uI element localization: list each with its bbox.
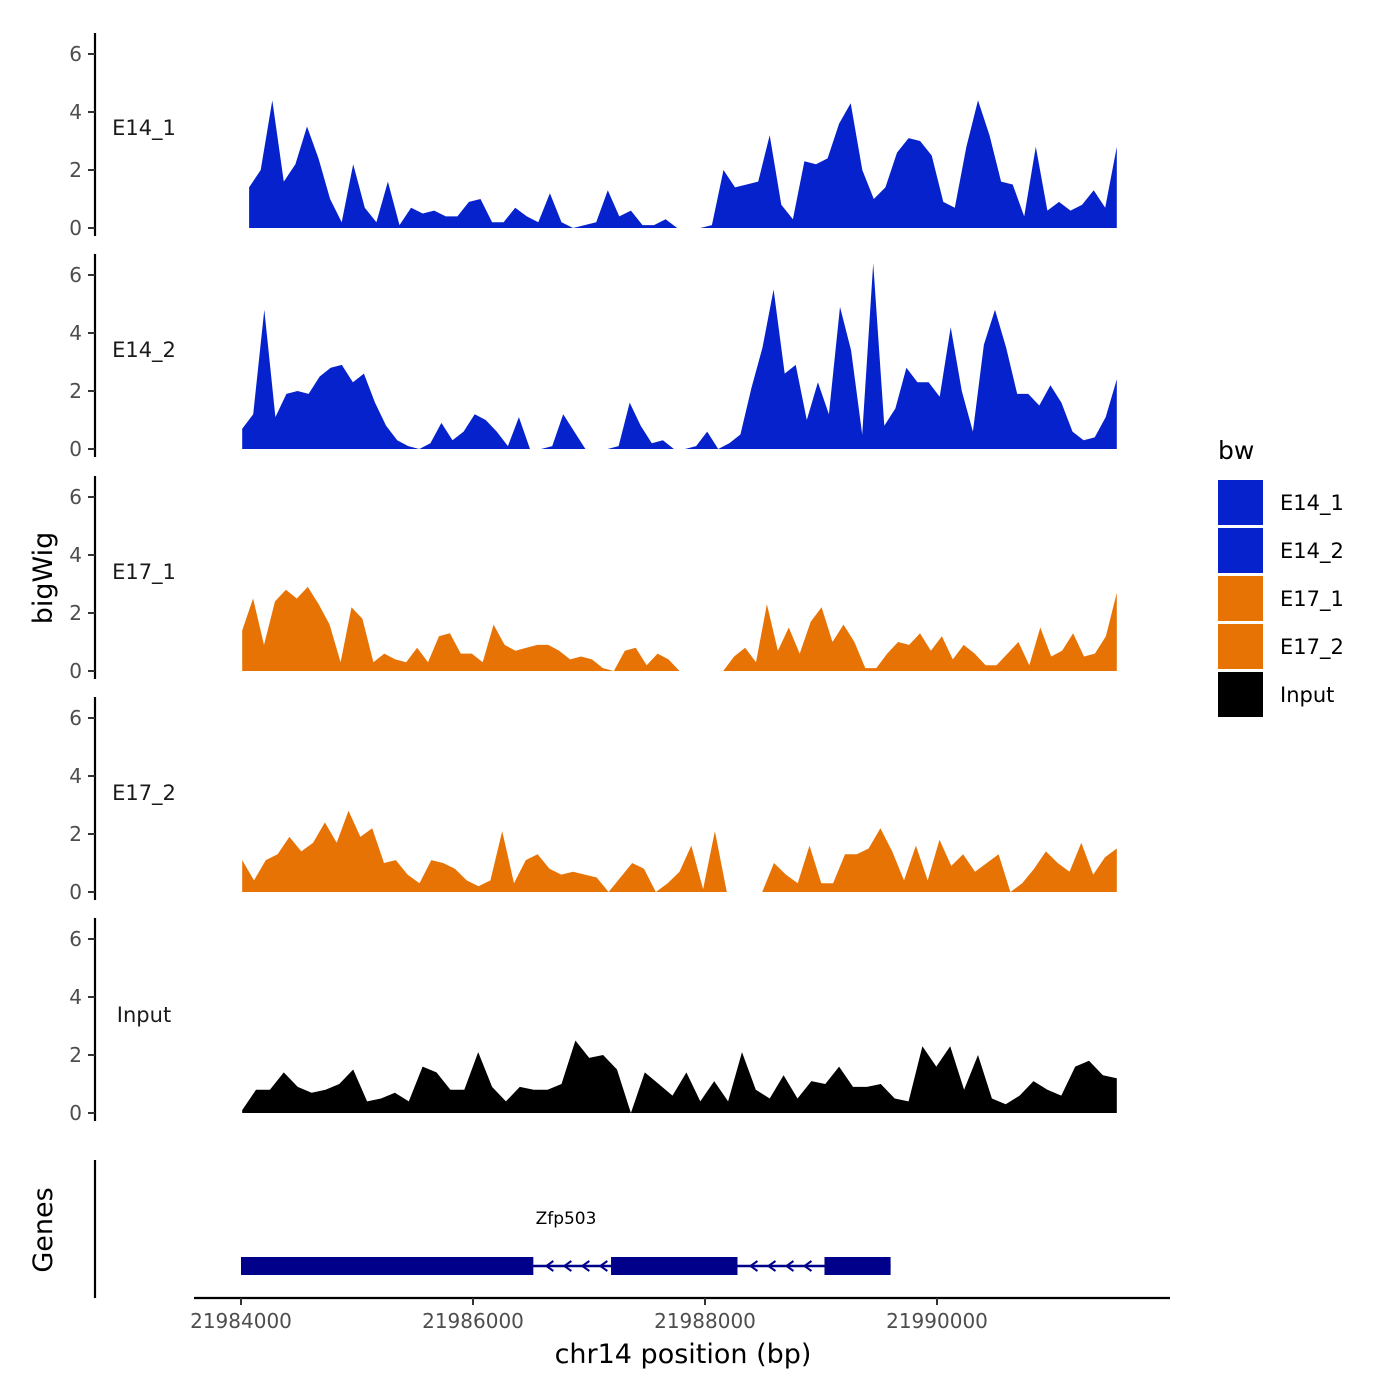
x-axis: 21984000 21986000 21988000 21990000 xyxy=(190,1296,1170,1333)
legend: bw E14_1 E14_2 E17_1 E17_2 Input xyxy=(1218,436,1344,717)
x-tick-label: 21986000 xyxy=(422,1309,524,1333)
y-tick-label: 6 xyxy=(69,485,82,509)
strand-chevron xyxy=(784,1260,795,1272)
legend-label: E14_1 xyxy=(1280,491,1344,516)
legend-swatch xyxy=(1218,576,1263,621)
y-tick-label: 4 xyxy=(69,543,82,567)
legend-label: Input xyxy=(1280,683,1334,707)
strand-chevron xyxy=(580,1260,590,1272)
gene-name-label: Zfp503 xyxy=(536,1209,597,1229)
track-label: E17_1 xyxy=(112,560,176,585)
strand-chevron xyxy=(598,1260,608,1272)
strand-chevron xyxy=(544,1260,554,1272)
x-tick-label: 21990000 xyxy=(886,1309,988,1333)
track-E14_2: 0 2 4 6 E14_2 xyxy=(69,254,1117,461)
track-label: E14_1 xyxy=(112,116,176,141)
track-label: Input xyxy=(117,1003,171,1027)
strand-chevron xyxy=(766,1260,777,1272)
y-tick-label: 2 xyxy=(69,601,82,625)
coverage-area-E17_1 xyxy=(242,586,1117,671)
y-tick-label: 4 xyxy=(69,764,82,788)
coverage-tracks: 0 2 4 6 E14_1 0 2 4 6 E14_2 0 2 4 6 E17_1 0 2 4 6 E17_2 0 2 4 6… xyxy=(69,33,1117,1125)
y-tick-label: 2 xyxy=(69,1043,82,1067)
y-axis-title: bigWig xyxy=(28,532,59,625)
legend-swatch xyxy=(1218,624,1263,669)
y-tick-label: 0 xyxy=(69,216,82,240)
strand-chevron xyxy=(802,1260,813,1272)
y-tick-label: 0 xyxy=(69,880,82,904)
track-Input: 0 2 4 6 Input xyxy=(69,918,1117,1125)
gene-exon xyxy=(241,1257,534,1275)
coverage-area-E14_2 xyxy=(242,263,1117,449)
legend-swatch xyxy=(1218,480,1263,525)
y-tick-label: 2 xyxy=(69,379,82,403)
coverage-area-E17_2 xyxy=(242,810,1117,892)
y-tick-label: 4 xyxy=(69,321,82,345)
track-E17_1: 0 2 4 6 E17_1 xyxy=(69,476,1117,683)
strand-chevron xyxy=(748,1260,759,1272)
coverage-area-E14_1 xyxy=(249,100,1117,228)
gene-track: Zfp503 xyxy=(93,1160,891,1298)
y-tick-label: 6 xyxy=(69,927,82,951)
y-tick-label: 6 xyxy=(69,42,82,66)
y-tick-label: 6 xyxy=(69,706,82,730)
y-tick-label: 2 xyxy=(69,822,82,846)
legend-title: bw xyxy=(1218,436,1254,465)
y-tick-label: 6 xyxy=(69,263,82,287)
gene-exon xyxy=(824,1257,891,1275)
x-tick-label: 21984000 xyxy=(190,1309,292,1333)
y-tick-label: 2 xyxy=(69,158,82,182)
x-tick-label: 21988000 xyxy=(654,1309,756,1333)
y-tick-label: 0 xyxy=(69,1101,82,1125)
y-tick-label: 0 xyxy=(69,437,82,461)
track-label: E17_2 xyxy=(112,781,176,806)
coverage-area-Input xyxy=(242,1040,1117,1113)
legend-swatch xyxy=(1218,528,1263,573)
track-label: E14_2 xyxy=(112,338,176,363)
track-E14_1: 0 2 4 6 E14_1 xyxy=(69,33,1117,240)
legend-label: E17_2 xyxy=(1280,635,1344,660)
strand-chevron xyxy=(562,1260,572,1272)
genes-track-title: Genes xyxy=(28,1187,59,1272)
x-axis-title: chr14 position (bp) xyxy=(555,1339,812,1370)
gene-exon xyxy=(611,1257,738,1275)
legend-label: E17_1 xyxy=(1280,587,1344,612)
y-tick-label: 4 xyxy=(69,100,82,124)
y-tick-label: 4 xyxy=(69,985,82,1009)
legend-label: E14_2 xyxy=(1280,539,1344,564)
track-E17_2: 0 2 4 6 E17_2 xyxy=(69,697,1117,904)
y-tick-label: 0 xyxy=(69,659,82,683)
legend-swatch xyxy=(1218,672,1263,717)
